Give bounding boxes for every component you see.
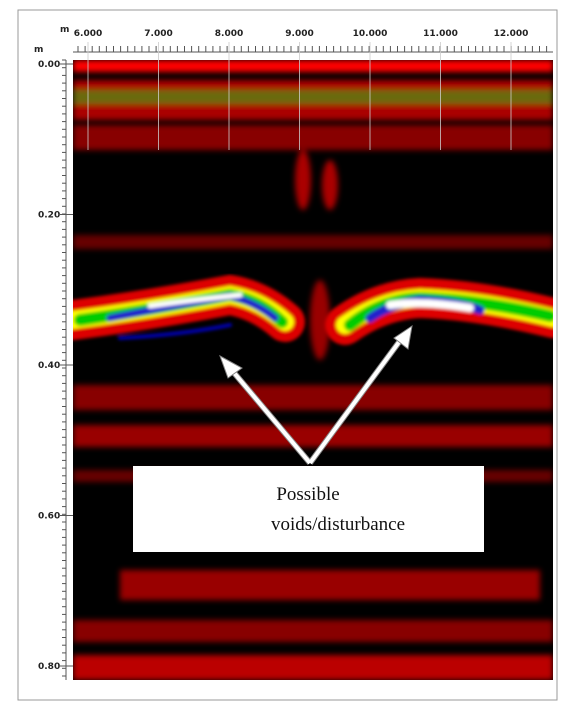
x-tick-label: 11.000: [423, 29, 458, 39]
annotation-box: [133, 466, 484, 552]
x-tick-label: 10.000: [353, 29, 388, 39]
axis-ticks: 6.000 7.000 8.000 9.000 10.000 11.000 12.000 0.…: [38, 29, 553, 680]
top-unit: m: [60, 25, 69, 35]
y-tick-label: 0.00: [38, 60, 60, 70]
x-tick-label: 7.000: [144, 29, 172, 39]
annotation-line: Possible: [276, 484, 339, 505]
x-tick-label: 9.000: [285, 29, 313, 39]
arrows: [219, 324, 413, 465]
y-tick-label: 0.80: [38, 662, 60, 672]
x-tick-label: 6.000: [74, 29, 102, 39]
left-unit: m: [34, 45, 43, 55]
radargram: [73, 60, 553, 680]
y-tick-label: 0.20: [38, 211, 60, 221]
y-tick-label: 0.60: [38, 512, 60, 522]
y-tick-label: 0.40: [38, 361, 60, 371]
annotation-line: voids/disturbance: [271, 514, 405, 535]
x-tick-label: 8.000: [215, 29, 243, 39]
x-tick-label: 12.000: [494, 29, 529, 39]
